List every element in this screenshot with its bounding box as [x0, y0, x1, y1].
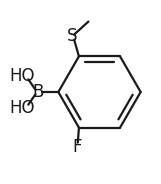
Text: HO: HO	[9, 99, 35, 117]
Text: F: F	[73, 138, 82, 156]
Text: B: B	[32, 83, 43, 101]
Text: HO: HO	[9, 67, 35, 85]
Text: S: S	[67, 27, 78, 45]
